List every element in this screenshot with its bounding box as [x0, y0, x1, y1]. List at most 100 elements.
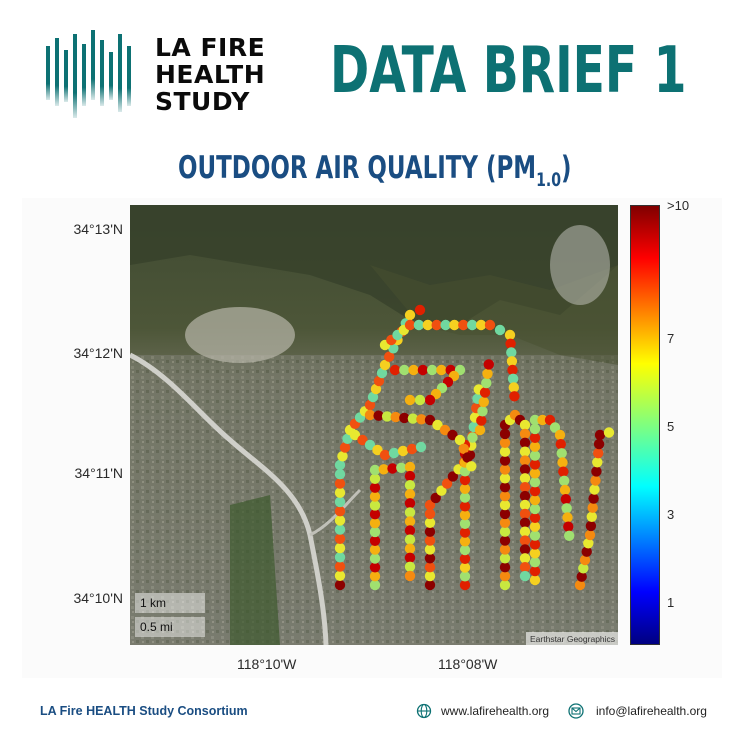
track-dot: [519, 517, 531, 528]
track-dot: [369, 500, 381, 511]
track-dot: [407, 413, 419, 424]
track-dot: [529, 574, 541, 586]
track-dot: [364, 409, 376, 421]
logo-bars-icon: [46, 30, 131, 118]
track-dot: [574, 579, 586, 591]
track-dot: [404, 561, 416, 572]
track-dot: [334, 542, 346, 554]
track-dot: [369, 562, 381, 573]
lat-tick-2: 34°12'N: [73, 345, 123, 361]
track-dot: [579, 554, 591, 566]
track-dot: [475, 319, 487, 331]
track-dot: [334, 552, 346, 563]
track-dot: [404, 470, 416, 482]
track-dot: [404, 319, 416, 331]
track-dot: [334, 506, 346, 517]
track-dot: [349, 429, 361, 441]
track-dot: [559, 484, 571, 496]
track-dot: [499, 508, 511, 520]
track-dot: [376, 367, 388, 379]
track-dot: [339, 442, 351, 453]
track-dot: [399, 364, 410, 376]
track-dot: [378, 464, 389, 475]
track-dot: [334, 579, 346, 591]
track-dot: [544, 414, 556, 426]
track-dot: [334, 570, 346, 581]
track-dot: [588, 493, 599, 504]
track-dot: [593, 448, 604, 459]
track-dot: [416, 414, 427, 425]
track-dot: [357, 434, 368, 446]
mail-icon: [568, 703, 584, 719]
track-dot: [585, 520, 597, 532]
track-dot: [581, 546, 592, 557]
track-dot: [519, 562, 531, 573]
track-dot: [474, 424, 486, 436]
track-dot: [369, 517, 381, 529]
track-dot: [561, 503, 572, 514]
track-dot: [584, 529, 596, 541]
track-dot: [369, 535, 381, 546]
track-dot: [499, 499, 511, 511]
track-dot: [369, 509, 381, 520]
track-dot: [519, 455, 531, 466]
track-dot: [440, 319, 451, 331]
colorbar: [630, 205, 660, 645]
email-link[interactable]: info@lafirehealth.org: [596, 704, 707, 718]
track-dot: [373, 375, 385, 387]
track-dot: [459, 562, 471, 573]
track-dot: [379, 449, 391, 461]
track-dot: [364, 399, 376, 411]
track-dot: [459, 527, 471, 538]
track-dot: [417, 364, 429, 376]
track-dot: [369, 579, 381, 591]
track-dot: [529, 521, 541, 532]
track-dot: [367, 391, 379, 403]
track-dot: [564, 530, 575, 541]
track-dot: [476, 415, 487, 426]
track-dot: [563, 521, 574, 532]
track-dot: [369, 482, 381, 493]
track-dot: [537, 414, 548, 426]
subtitle-main: OUTDOOR AIR QUALITY (PM: [178, 150, 537, 186]
track-dot: [436, 364, 447, 376]
track-dot: [519, 473, 531, 484]
track-dot: [529, 557, 541, 568]
track-dot: [447, 471, 459, 482]
track-dot: [549, 422, 561, 433]
track-dot: [583, 538, 594, 549]
website-link[interactable]: www.lafirehealth.org: [441, 704, 550, 718]
track-dot: [404, 489, 416, 500]
track-dot: [508, 382, 519, 393]
track-dot: [494, 324, 506, 336]
track-dot: [369, 526, 381, 538]
track-dot: [509, 391, 520, 402]
track-dot: [587, 502, 598, 513]
track-dot: [404, 309, 416, 321]
track-dot: [529, 485, 541, 497]
track-dot: [499, 553, 511, 564]
track-dot: [370, 383, 382, 395]
track-dot: [404, 552, 416, 563]
track-dot: [424, 414, 436, 426]
track-dot: [560, 494, 571, 505]
track-dot: [519, 526, 531, 537]
track-dot: [529, 539, 541, 550]
track-dot: [432, 419, 443, 431]
track-dot: [519, 428, 531, 440]
track-dot: [499, 517, 511, 528]
track-dot: [467, 319, 478, 331]
track-dot: [404, 516, 416, 527]
track-dot: [529, 565, 541, 577]
track-dot: [424, 526, 436, 537]
track-dot: [459, 571, 471, 582]
track-dot: [454, 434, 466, 446]
track-dot: [576, 571, 587, 582]
track-dot: [369, 571, 381, 582]
track-dot: [519, 464, 531, 475]
track-dot: [404, 525, 416, 536]
colorbar-tick-max: >10: [667, 198, 690, 213]
track-dot: [424, 517, 436, 528]
lon-tick-1: 118°10'W: [237, 656, 297, 672]
track-dot: [459, 483, 471, 494]
